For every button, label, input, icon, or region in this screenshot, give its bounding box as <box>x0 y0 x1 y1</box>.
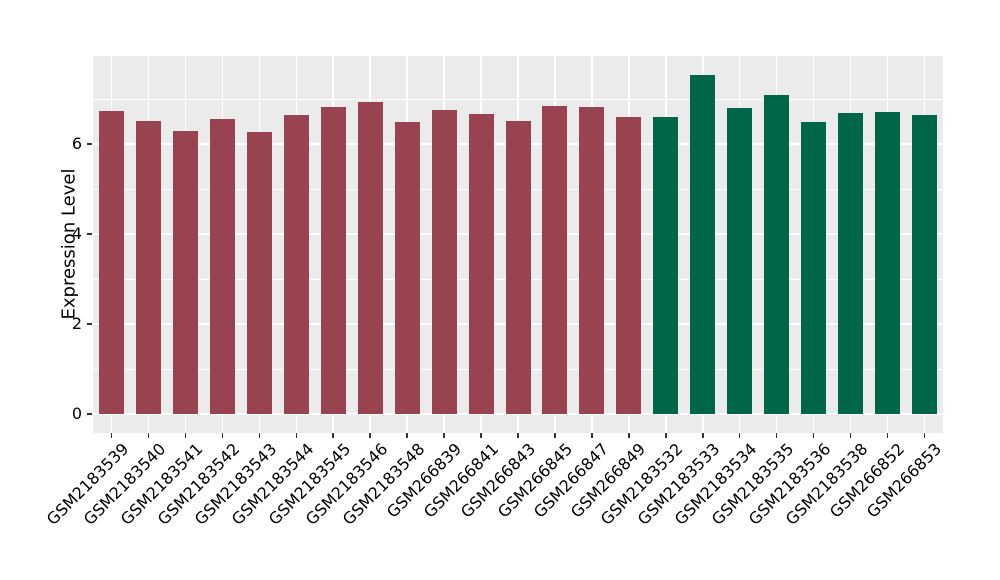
y-tick-label: 6 <box>71 134 82 153</box>
bar-GSM2183546 <box>357 101 383 414</box>
x-tick-mark <box>221 433 224 438</box>
bar-GSM266841 <box>468 114 494 414</box>
x-tick-mark <box>480 433 482 438</box>
bar-GSM2183535 <box>764 94 790 414</box>
x-tick-mark <box>849 433 852 438</box>
minor-gridline <box>93 98 943 100</box>
plot-panel <box>93 56 943 433</box>
x-tick-mark <box>923 433 926 438</box>
y-tick-mark <box>87 323 92 325</box>
x-tick-mark <box>812 433 815 438</box>
bar-GSM2183534 <box>727 107 753 414</box>
bar-GSM2183541 <box>172 130 198 414</box>
y-tick-mark <box>87 413 92 415</box>
bar-GSM2183533 <box>690 75 716 414</box>
x-tick-mark <box>554 433 556 438</box>
bar-GSM2183543 <box>246 131 272 414</box>
bar-GSM2183540 <box>135 121 161 414</box>
x-tick-mark <box>258 433 261 438</box>
bar-GSM266839 <box>431 109 457 414</box>
x-tick-mark <box>665 433 667 438</box>
y-tick-label: 0 <box>71 404 82 423</box>
bar-GSM2183548 <box>394 121 420 414</box>
x-tick-mark <box>517 433 519 438</box>
y-tick-mark <box>87 233 92 235</box>
x-tick-mark <box>147 433 150 438</box>
x-tick-mark <box>332 433 334 438</box>
x-tick-mark <box>775 433 778 438</box>
x-tick-mark <box>369 433 371 438</box>
x-tick-mark <box>295 433 297 438</box>
bar-GSM2183542 <box>209 119 235 414</box>
bar-GSM2183539 <box>98 110 124 414</box>
x-tick-mark <box>886 433 889 438</box>
bar-GSM2183532 <box>653 117 679 414</box>
x-tick-mark <box>591 433 593 438</box>
x-tick-mark <box>184 433 187 438</box>
y-tick-label: 4 <box>71 224 82 243</box>
x-tick-mark <box>443 433 445 438</box>
bar-GSM2183538 <box>838 112 864 414</box>
bar-GSM2183536 <box>801 122 827 414</box>
x-tick-mark <box>702 433 704 438</box>
bar-GSM2183545 <box>320 107 346 414</box>
y-tick-mark <box>87 143 92 145</box>
y-axis-title: Expression Level <box>58 168 80 320</box>
y-tick-label: 2 <box>71 314 82 333</box>
x-tick-mark <box>406 433 408 438</box>
x-tick-mark <box>628 433 630 438</box>
bar-GSM266843 <box>505 121 531 414</box>
bar-GSM266852 <box>875 112 901 414</box>
bar-GSM266845 <box>542 106 568 414</box>
bar-GSM266847 <box>579 107 605 414</box>
bar-GSM2183544 <box>283 115 309 414</box>
x-tick-mark <box>110 433 113 438</box>
bar-GSM266853 <box>912 114 938 414</box>
x-tick-mark <box>738 433 741 438</box>
major-gridline <box>93 413 943 415</box>
bar-GSM266849 <box>616 117 642 414</box>
